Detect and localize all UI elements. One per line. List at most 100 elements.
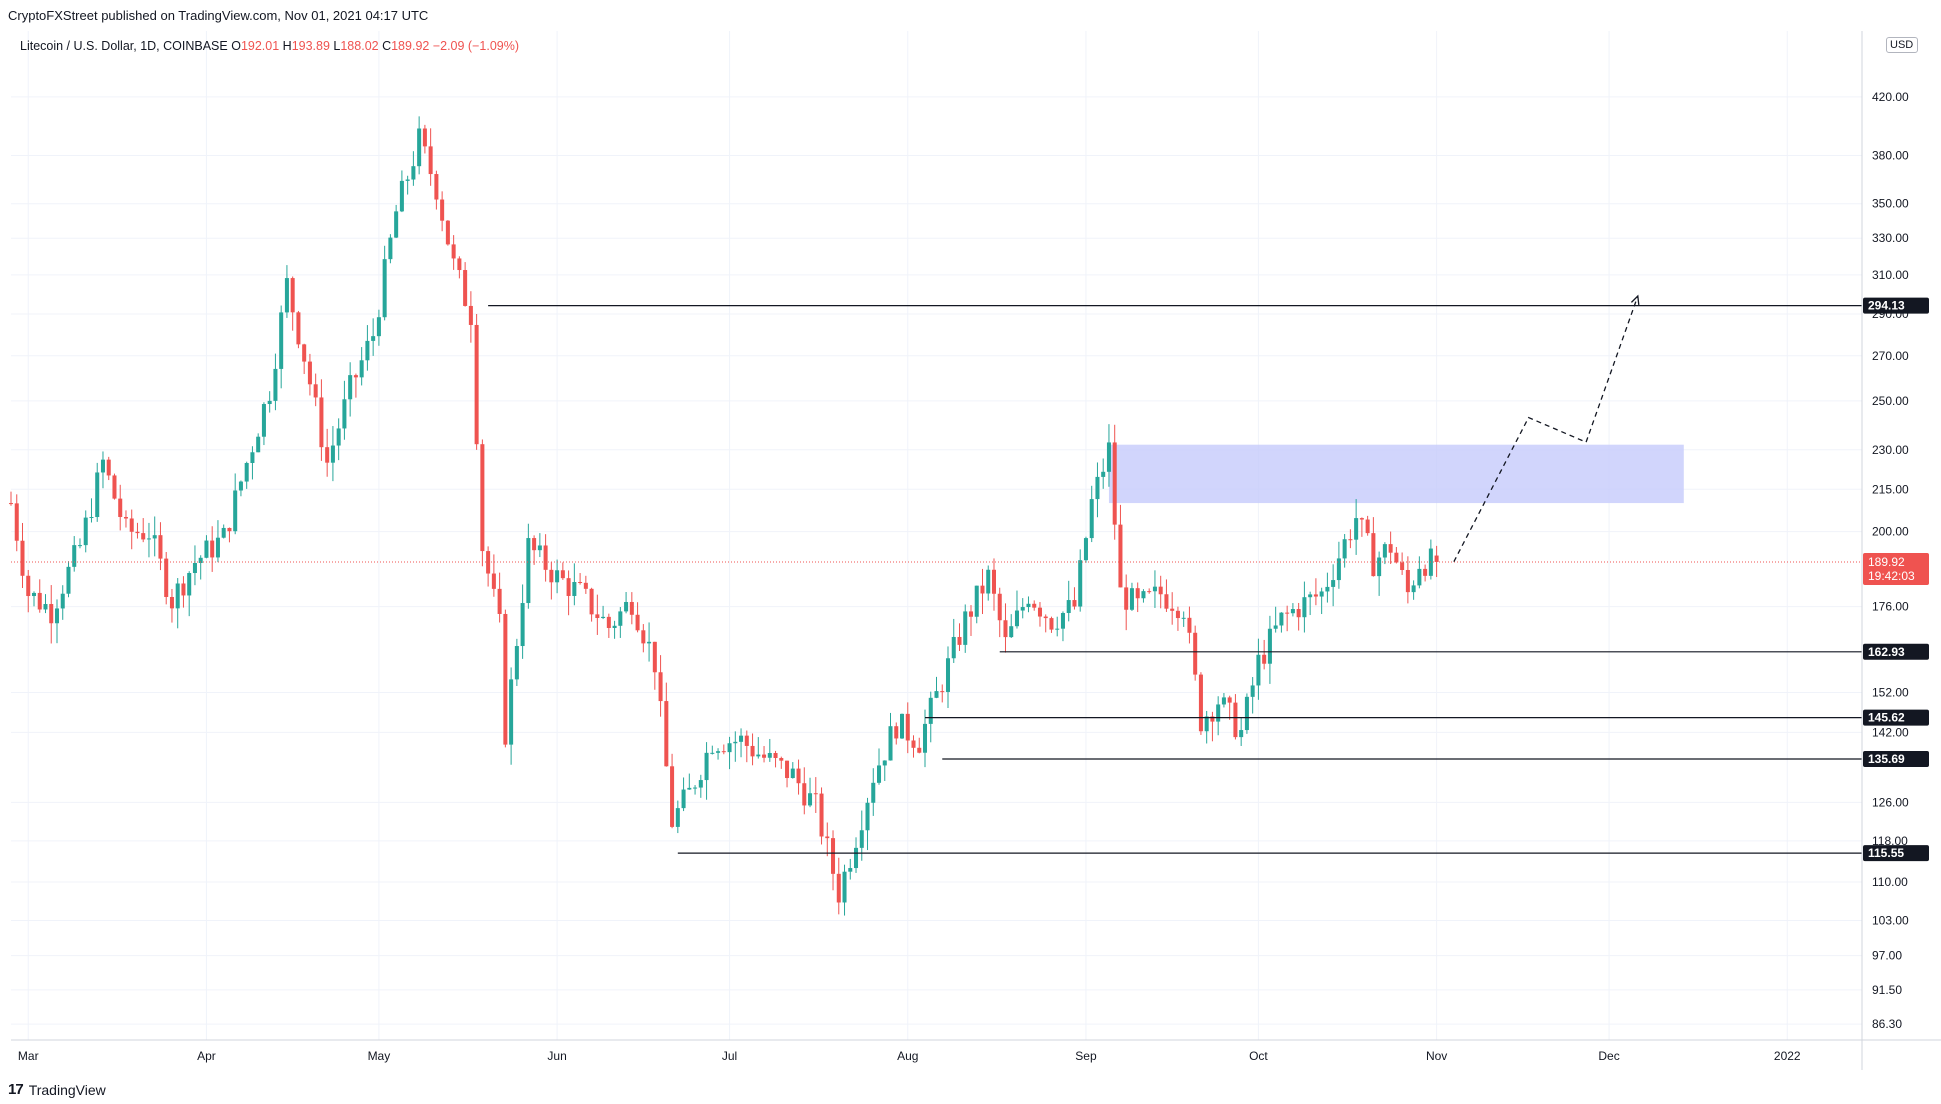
time-tick-label: May (368, 1049, 391, 1063)
candle-body (1302, 597, 1307, 618)
candle-body (250, 452, 255, 463)
candle-body (785, 760, 790, 779)
candle-body (991, 569, 996, 594)
candle-body (1221, 697, 1226, 705)
candle-body (1106, 442, 1111, 472)
candle-body (871, 782, 876, 803)
candle-body (1112, 442, 1117, 525)
candle-body (290, 278, 295, 313)
candle-body (284, 278, 289, 313)
candle-body (514, 646, 519, 680)
candle-body (589, 588, 594, 615)
candle-body (1308, 594, 1313, 598)
candle-body (233, 490, 238, 532)
candle-body (848, 868, 853, 872)
candle-body (612, 625, 617, 628)
candle-body (750, 745, 755, 757)
candle-body (89, 517, 94, 519)
last-price-badge: 189.92 (1868, 555, 1905, 569)
candle-body (555, 570, 560, 583)
candle-body (727, 743, 732, 753)
candle-body (578, 581, 583, 583)
candle-body (1371, 533, 1376, 577)
candle-body (187, 573, 192, 596)
currency-button[interactable]: USD (1886, 37, 1918, 53)
price-tick-label: 110.00 (1872, 875, 1908, 889)
candle-body (192, 563, 197, 574)
candle-body (721, 751, 726, 753)
candle-body (1072, 600, 1077, 607)
candle-body (135, 531, 140, 534)
candle-body (825, 836, 830, 839)
candle-body (497, 588, 502, 614)
candle-body (560, 570, 565, 579)
candle-body (859, 830, 864, 848)
candle-body (1216, 704, 1221, 722)
candle-body (1227, 697, 1232, 703)
candle-body (1204, 716, 1209, 732)
candle-body (146, 538, 151, 540)
candle-body (411, 166, 416, 180)
level-badge: 115.55 (1868, 846, 1904, 860)
price-tick-label: 200.00 (1872, 525, 1909, 539)
candle-body (509, 679, 514, 745)
candle-body (1262, 654, 1267, 664)
price-tick-label: 330.00 (1872, 231, 1909, 245)
candle-body (43, 604, 48, 610)
change-value: −2.09 (−1.09%) (432, 39, 519, 53)
candle-body (693, 787, 698, 789)
candle-body (1003, 620, 1008, 638)
level-badge-bg (1863, 845, 1929, 862)
candle-body (877, 765, 882, 783)
candle-body (1158, 586, 1163, 595)
candle-body (1083, 538, 1088, 561)
candle-body (601, 616, 606, 619)
candle-body (819, 793, 824, 837)
low-value: 188.02 (340, 39, 379, 53)
candle-body (1411, 585, 1416, 593)
candle-body (1124, 587, 1129, 610)
candle-body (796, 768, 801, 784)
candle-body (1331, 580, 1336, 587)
close-label: C (382, 39, 392, 53)
price-tick-label: 215.00 (1872, 482, 1909, 496)
candle-body (399, 180, 404, 212)
publisher-line: CryptoFXStreet published on TradingView.… (8, 8, 429, 23)
candle-body (802, 783, 807, 806)
price-tick-label: 380.00 (1872, 149, 1909, 163)
candle-body (66, 566, 71, 594)
candle-body (974, 585, 979, 617)
symbol-name[interactable]: Litecoin / U.S. Dollar, 1D, COINBASE (20, 39, 228, 53)
candle-body (957, 636, 962, 645)
tradingview-logo-icon: 17 (8, 1081, 24, 1098)
time-tick-label: Oct (1249, 1049, 1268, 1063)
candle-body (267, 400, 272, 405)
candle-body (1423, 568, 1428, 576)
tradingview-logo[interactable]: 17 TradingView (8, 1081, 106, 1098)
candle-body (445, 220, 450, 245)
candle-body (664, 701, 669, 767)
candle-body (1377, 557, 1382, 577)
candle-body (1210, 716, 1215, 722)
time-axis[interactable]: Mar Apr May Jun Jul Aug Sep Oct Nov Dec 2022 (18, 1049, 1801, 1063)
candle-body (1078, 560, 1083, 607)
candle-body (710, 752, 715, 754)
candle-body (325, 447, 330, 463)
candles (8, 116, 1439, 916)
candle-body (313, 384, 318, 398)
price-axis[interactable]: 420.00380.00350.00330.00310.00290.00270.… (1872, 90, 1909, 1031)
grid-lines (11, 31, 1862, 1040)
candle-body (1365, 519, 1370, 534)
candle-body (1187, 617, 1192, 633)
candle-body (371, 336, 376, 341)
level-badge: 145.62 (1868, 711, 1905, 725)
candle-body (773, 753, 778, 759)
candle-body (1043, 616, 1048, 619)
candle-body (106, 459, 111, 476)
candle-body (296, 312, 301, 345)
close-value: 189.92 (391, 39, 430, 53)
candle-body (1181, 617, 1186, 619)
candle-body (854, 847, 859, 869)
candle-body (8, 503, 14, 505)
